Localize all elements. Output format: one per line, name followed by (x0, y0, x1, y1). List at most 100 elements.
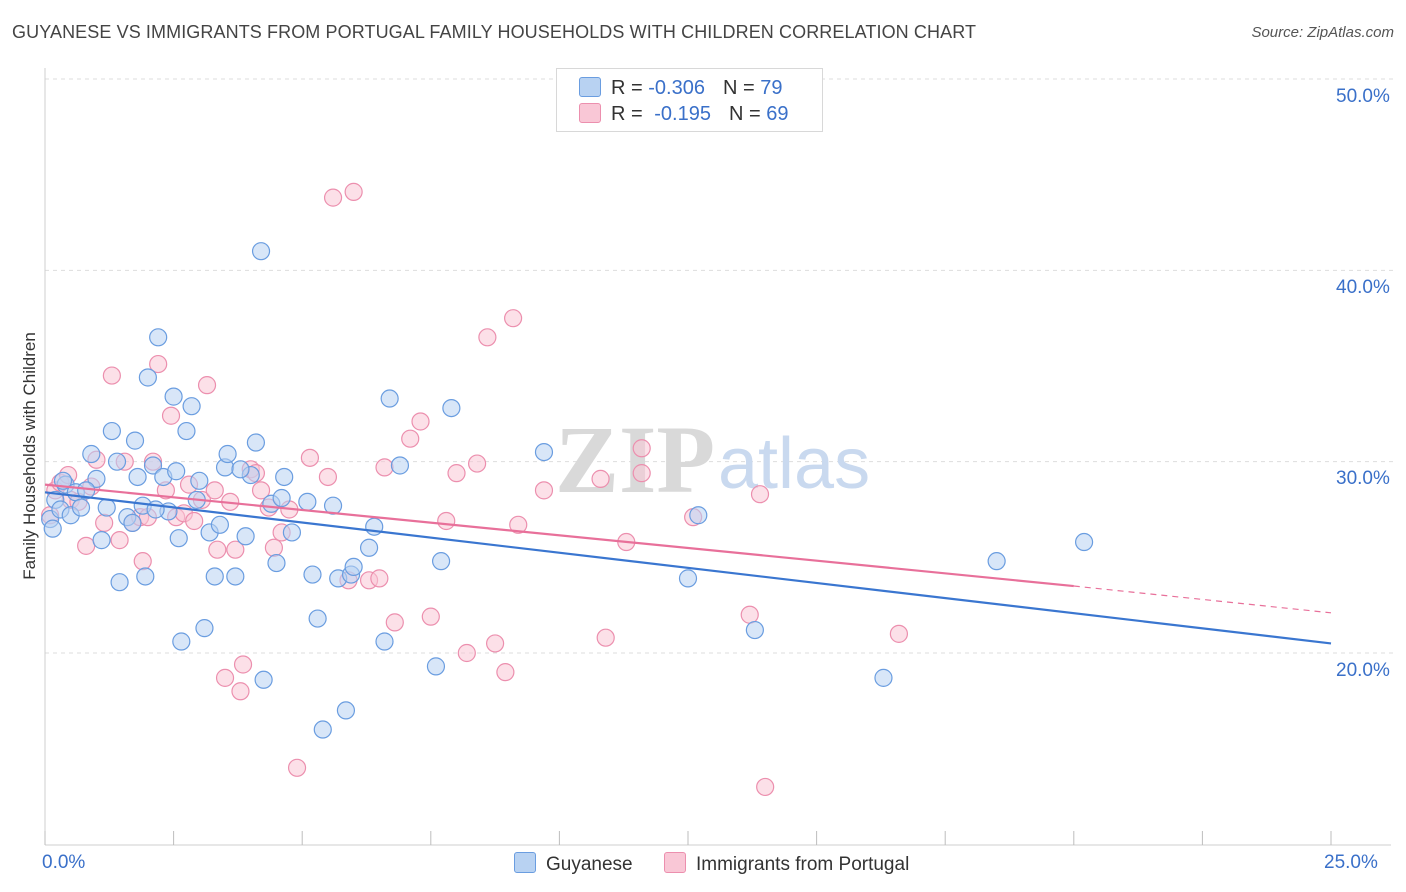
data-point-portugal (102, 366, 121, 385)
data-point-portugal (370, 569, 389, 588)
data-point-portugal (231, 682, 250, 701)
data-point-guyanese (182, 397, 201, 416)
legend-n-label: N = (728, 103, 767, 125)
data-point-portugal (208, 540, 227, 559)
data-point-portugal (251, 481, 271, 500)
data-point-guyanese (82, 444, 101, 464)
data-point-guyanese (254, 670, 273, 689)
data-point-guyanese (123, 513, 142, 532)
data-point-portugal (421, 607, 440, 626)
data-point-guyanese (128, 467, 147, 487)
data-point-portugal (264, 538, 284, 557)
x-tick-label: 25.0% (1324, 852, 1378, 873)
data-point-guyanese (210, 515, 229, 534)
data-point-guyanese (87, 469, 106, 488)
series-legend: Guyanese Immigrants from Portugal (0, 852, 1406, 878)
legend-n-value: 79 (760, 77, 783, 99)
data-point-portugal (496, 663, 515, 682)
data-point-guyanese (195, 619, 214, 638)
data-point-guyanese (218, 444, 237, 464)
legend-swatch-pink (579, 103, 601, 123)
data-point-portugal (215, 668, 235, 687)
axes (44, 68, 1391, 846)
legend-item-guyanese: Guyanese (514, 852, 633, 876)
data-point-guyanese (282, 523, 302, 542)
data-point-guyanese (1074, 532, 1094, 552)
data-point-portugal (504, 309, 523, 328)
correlation-legend: R = -0.306 N = 79 R = -0.195 N = 69 (556, 68, 823, 132)
legend-n-label: N = (722, 77, 761, 99)
y-tick-label: 20.0% (1336, 660, 1390, 681)
data-point-guyanese (149, 328, 168, 347)
data-point-guyanese (272, 488, 291, 508)
data-point-portugal (632, 439, 651, 458)
y-tick-label: 50.0% (1336, 86, 1390, 107)
data-point-portugal (133, 552, 152, 571)
data-point-guyanese (43, 519, 62, 538)
data-point-guyanese (167, 462, 186, 481)
data-point-guyanese (251, 242, 271, 261)
data-point-portugal (323, 188, 343, 207)
data-point-guyanese (71, 498, 91, 517)
data-point-guyanese (125, 431, 145, 450)
data-point-portugal (226, 540, 245, 559)
trend-lines (44, 483, 1332, 645)
legend-swatch-blue (579, 77, 601, 97)
data-point-guyanese (298, 492, 317, 511)
data-point-guyanese (275, 467, 294, 487)
y-tick-label: 40.0% (1336, 277, 1390, 298)
legend-label: Guyanese (546, 854, 633, 875)
data-point-portugal (486, 634, 505, 653)
legend-r-value: -0.195 (654, 103, 711, 125)
chart-title: GUYANESE VS IMMIGRANTS FROM PORTUGAL FAM… (12, 22, 977, 42)
data-point-guyanese (236, 527, 255, 546)
data-point-portugal (233, 655, 253, 674)
trend-line-portugal (44, 483, 1074, 588)
data-point-guyanese (336, 701, 356, 720)
data-point-portugal (457, 643, 476, 663)
data-point-portugal (205, 481, 224, 500)
data-point-portugal (385, 613, 404, 632)
data-point-guyanese (190, 471, 209, 490)
data-point-portugal (889, 624, 909, 643)
data-point-guyanese (303, 565, 322, 584)
grid-lines (45, 78, 1394, 654)
legend-item-portugal: Immigrants from Portugal (664, 852, 909, 876)
data-point-portugal (149, 354, 168, 374)
data-point-guyanese (172, 632, 191, 651)
data-point-guyanese (380, 389, 399, 408)
data-point-guyanese (426, 657, 446, 676)
data-point-portugal (197, 376, 217, 395)
data-point-guyanese (689, 506, 708, 525)
legend-label: Immigrants from Portugal (696, 854, 910, 875)
data-point-guyanese (267, 553, 286, 573)
data-point-guyanese (344, 557, 363, 577)
data-point-guyanese (534, 443, 554, 462)
data-point-guyanese (313, 720, 332, 739)
legend-row-portugal: R = -0.195 N = 69 (579, 103, 788, 126)
data-point-guyanese (874, 668, 893, 687)
data-point-portugal (534, 481, 554, 500)
y-tick-label: 30.0% (1336, 468, 1390, 489)
series-guyanese-points (41, 242, 1094, 739)
legend-swatch-pink (664, 852, 686, 873)
data-point-portugal (447, 464, 466, 483)
data-point-guyanese (231, 460, 250, 479)
watermark-zip: ZIP (555, 406, 715, 513)
data-point-portugal (110, 531, 129, 550)
data-point-guyanese (323, 496, 343, 515)
source-label: Source: ZipAtlas.com (1251, 24, 1394, 41)
data-point-guyanese (375, 632, 394, 651)
data-point-guyanese (205, 567, 224, 586)
data-point-portugal (509, 515, 528, 534)
data-point-portugal (750, 485, 770, 504)
data-point-portugal (756, 777, 775, 797)
data-point-guyanese (164, 387, 183, 406)
data-point-guyanese (987, 552, 1006, 571)
data-point-guyanese (169, 529, 188, 548)
data-point-guyanese (308, 609, 327, 628)
data-point-guyanese (107, 452, 127, 471)
data-point-guyanese (97, 498, 116, 517)
data-point-guyanese (177, 421, 196, 441)
data-point-portugal (318, 467, 338, 487)
